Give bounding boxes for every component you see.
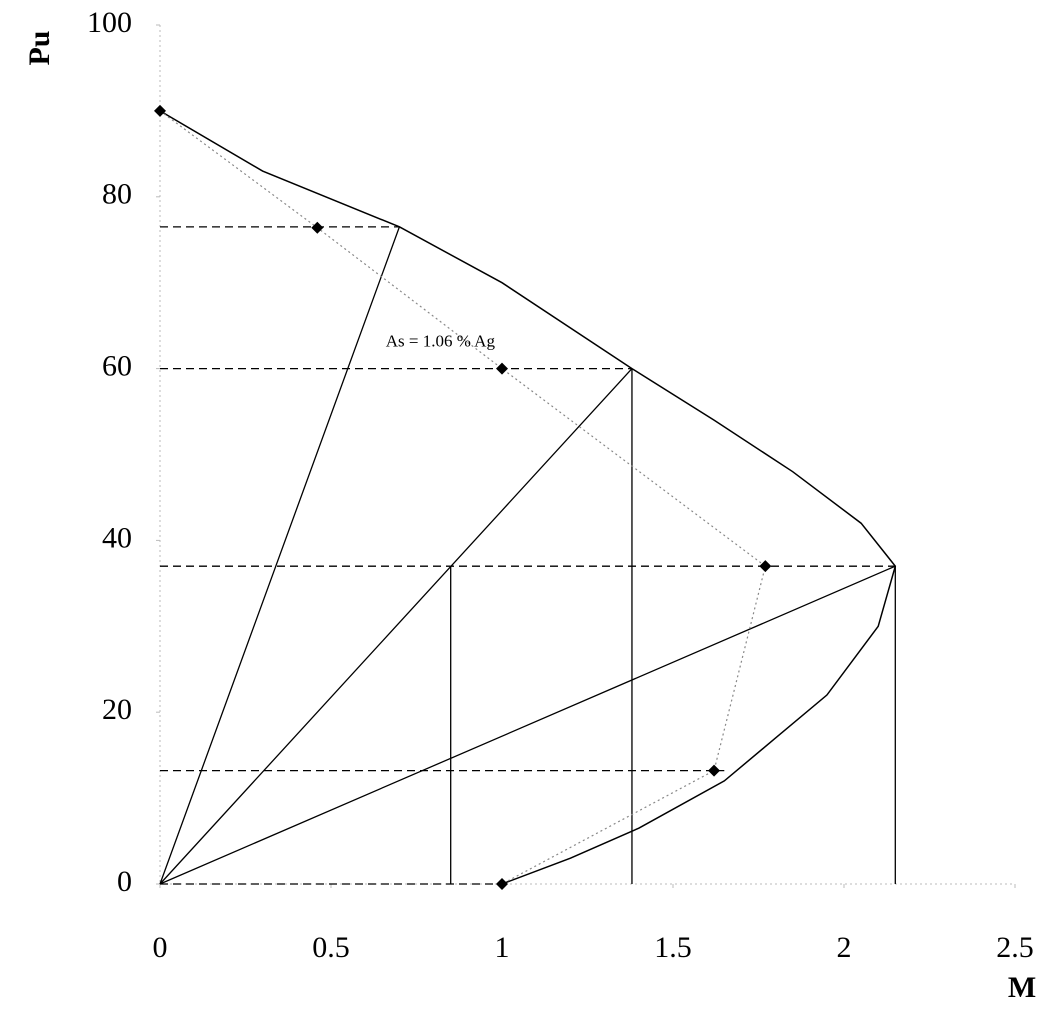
y-tick-label: 100 (87, 6, 132, 39)
series-line (159, 110, 897, 885)
construction-line (159, 565, 896, 885)
marker (759, 560, 772, 573)
y-tick-label: 80 (102, 178, 132, 211)
construction-line (159, 368, 633, 885)
y-axis-label: Pu (23, 30, 56, 65)
x-tick-label: 1.5 (654, 931, 692, 964)
marker (311, 221, 324, 234)
marker (496, 878, 508, 890)
marker (496, 362, 508, 375)
x-tick-label: 2.5 (996, 931, 1034, 964)
marker (708, 764, 721, 777)
x-tick-label: 2 (837, 931, 852, 964)
y-tick-label: 20 (102, 693, 132, 726)
x-tick-label: 0 (153, 931, 168, 964)
y-tick-label: 0 (117, 865, 132, 898)
x-axis-label: M (1008, 971, 1036, 1004)
marker (154, 104, 166, 117)
x-tick-label: 1 (495, 931, 510, 964)
y-tick-label: 60 (102, 349, 132, 382)
y-tick-label: 40 (102, 521, 132, 554)
series-line (159, 110, 767, 885)
annotation: As = 1.06 % Ag (386, 332, 496, 351)
construction-line (159, 226, 401, 885)
x-tick-label: 0.5 (312, 931, 350, 964)
